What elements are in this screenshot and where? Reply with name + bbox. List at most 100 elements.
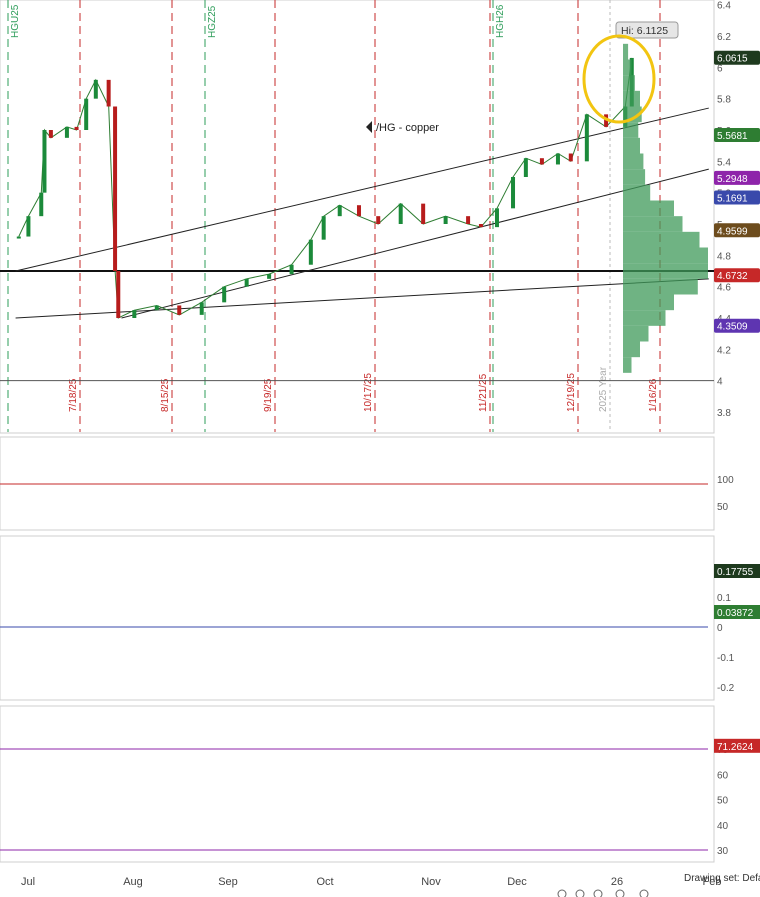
price-candle [555,153,560,165]
price-badge-label: 6.0615 [717,54,748,65]
price-candle [321,216,326,240]
price-tick-label: 6.4 [717,1,731,12]
price-tick-label: 4 [717,377,723,388]
month-label: Dec [507,876,527,888]
price-candle [356,205,361,217]
rsi-badge [714,738,760,753]
volume-profile-bar [623,310,666,326]
price-badge [714,50,760,65]
price-candle [308,239,313,265]
price-candle [42,130,47,193]
rsi-tick-label: 50 [717,796,729,807]
macd-tick-label: -0.2 [717,683,735,694]
volume-profile-bar [623,59,632,76]
price-candle [132,310,137,318]
macd-badge-label: 0.17755 [717,567,754,578]
price-candle [106,79,111,107]
price-candle [113,106,118,271]
rsi-tick-label: 40 [717,821,729,832]
expiry-marker-label: 12/19/25 [566,373,577,412]
price-badge [714,268,760,283]
price-candle [26,216,31,237]
drawing-set-label: Drawing set: Defaul [684,873,760,884]
volume-profile-bar [623,263,708,279]
macd-tick-label: 0.1 [717,593,731,604]
volume-profile-bar [623,137,640,154]
price-badge [714,170,760,185]
price-candle [64,126,69,138]
price-candle [199,302,204,315]
pin-icon[interactable] [639,889,649,897]
price-candle [478,224,483,228]
macd-panel-frame [0,535,715,701]
price-tick-label: 4.2 [717,345,731,356]
macd-tick-label: -0.1 [717,653,735,664]
price-badge-label: 5.5681 [717,131,748,142]
price-candle [116,271,121,318]
price-tick-label: 5.8 [717,95,731,106]
volume-profile-bar [623,200,674,217]
volume-profile-bar [623,294,674,311]
price-candle [74,126,79,130]
highlight-circle [582,34,656,124]
price-badge-label: 4.6732 [717,271,748,282]
volume-profile-bar [623,357,632,373]
footer-icons[interactable] [557,889,649,897]
volume-tick-label: 50 [717,502,729,513]
info-icon[interactable] [615,889,625,897]
expiry-marker-label: 8/15/25 [160,378,171,412]
contract-roll-label: HGZ25 [207,5,218,38]
price-candle [244,278,249,287]
month-label: Oct [316,876,333,888]
price-tick-label: 5.4 [717,157,731,168]
volume-profile-bar [623,75,635,91]
price-candle [337,205,342,217]
symbol-pointer-icon [366,121,372,133]
month-label: Aug [123,876,143,888]
volume-profile-bar [623,184,651,201]
price-badge [714,127,760,142]
price-badge [714,223,760,238]
zoom-icon[interactable] [557,889,567,897]
reset-icon[interactable] [593,889,603,897]
settings-icon[interactable] [575,889,585,897]
price-candle [48,130,53,138]
expiry-marker-label: 7/18/25 [68,378,79,412]
volume-profile-bar [623,122,639,138]
price-candle [222,286,227,303]
expiry-marker-label: 9/19/25 [263,378,274,412]
price-badge-label: 5.2948 [717,174,748,185]
price-candle [539,158,544,165]
price-tick-label: 6.2 [717,32,731,43]
price-candle [289,264,294,275]
macd-badge [714,605,760,619]
volume-profile-bar [623,43,629,60]
volume-profile-bar [623,153,644,170]
price-candle [398,203,403,224]
price-candle [494,208,499,228]
volume-profile-bar [623,90,640,107]
price-panel-frame [0,0,715,434]
expiry-marker-label: 10/17/25 [363,373,374,412]
volume-profile-bar [623,247,708,264]
price-tick-label: 3.8 [717,408,731,419]
price-candle [93,79,98,99]
volume-tick-label: 100 [717,475,734,486]
trend-channel-line [121,168,709,319]
price-candle [177,305,182,315]
rsi-panel-frame [0,705,715,863]
expiry-marker-label: 1/16/26 [648,378,659,412]
price-candle [154,305,159,311]
macd-badge-label: 0.03872 [717,608,754,619]
price-candle [84,98,89,130]
contract-roll-label: HGH26 [495,4,506,38]
price-tick-label: 4.6 [717,283,731,294]
volume-profile-bar [623,169,646,185]
close-price-line [18,57,633,319]
price-candle [376,216,381,224]
rsi-tick-label: 30 [717,846,729,857]
price-candle [523,158,528,177]
price-badge-label: 5.1691 [717,194,748,205]
price-candle [443,216,448,224]
